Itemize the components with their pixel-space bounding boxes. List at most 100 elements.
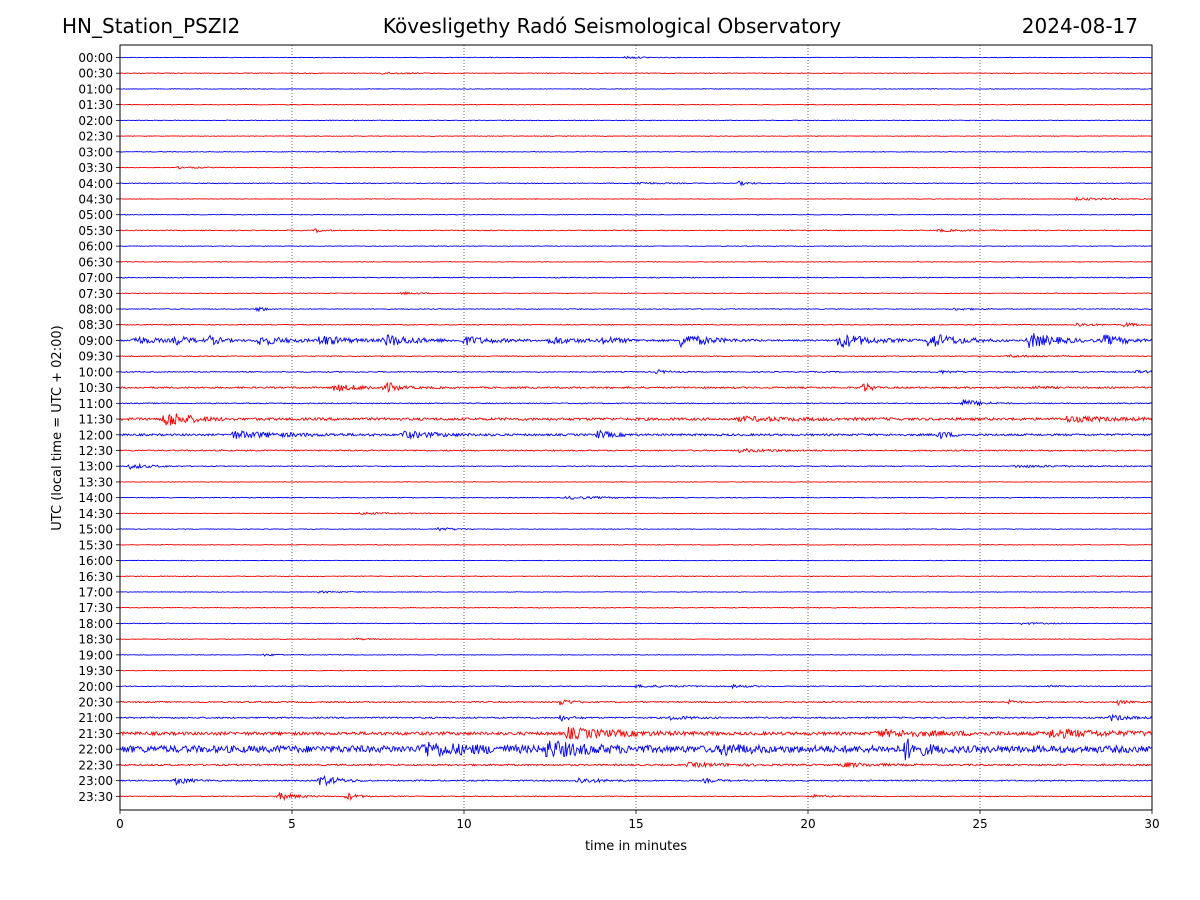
y-tick-label: 10:00 — [78, 365, 113, 379]
trace-line — [119, 462, 1153, 471]
y-tick-label: 23:30 — [78, 790, 113, 804]
trace-line — [119, 55, 1153, 60]
trace-line — [119, 429, 1153, 441]
y-tick-label: 05:30 — [78, 224, 113, 238]
y-tick-label: 23:00 — [78, 774, 113, 788]
trace-line — [119, 792, 1153, 802]
trace-line — [119, 369, 1153, 375]
y-tick-label: 09:00 — [78, 334, 113, 348]
trace-line — [119, 495, 1153, 500]
y-tick-label: 17:00 — [78, 585, 113, 599]
x-axis: 0 5 10 15 20 25 30 — [116, 810, 1160, 831]
trace-line — [119, 698, 1153, 707]
trace-line — [119, 774, 1153, 787]
x-axis-label: time in minutes — [585, 839, 687, 854]
y-tick-label: 06:00 — [78, 240, 113, 254]
y-tick-label: 19:00 — [78, 648, 113, 662]
trace-line — [119, 213, 1153, 216]
y-tick-label: 13:00 — [78, 460, 113, 474]
trace-line — [119, 738, 1153, 761]
trace-line — [119, 575, 1153, 578]
trace-line — [119, 119, 1152, 122]
y-tick-label: 17:30 — [78, 601, 113, 615]
x-tick-label: 30 — [1144, 817, 1159, 831]
y-tick-label: 01:30 — [78, 98, 113, 112]
trace-line — [119, 321, 1153, 328]
y-tick-label: 11:30 — [78, 413, 113, 427]
trace-line — [119, 306, 1153, 313]
trace-line — [119, 333, 1153, 349]
y-tick-label: 04:30 — [78, 192, 113, 206]
y-tick-label: 06:30 — [78, 255, 113, 269]
trace-line — [120, 276, 1153, 279]
y-tick-label: 07:30 — [78, 287, 113, 301]
x-tick-label: 25 — [972, 817, 987, 831]
y-tick-label: 00:30 — [78, 67, 113, 81]
date-title: 2024-08-17 — [1021, 14, 1138, 38]
trace-line — [119, 669, 1153, 672]
y-axis-label: UTC (local time = UTC + 02:00) — [50, 325, 65, 530]
x-tick-label: 5 — [288, 817, 296, 831]
y-tick-label: 20:30 — [78, 696, 113, 710]
trace-line — [119, 261, 1152, 263]
trace-line — [119, 290, 1153, 296]
y-tick-label: 01:00 — [78, 82, 113, 96]
trace-line — [119, 150, 1153, 153]
y-tick-label: 15:30 — [78, 538, 113, 552]
x-tick-label: 10 — [456, 817, 471, 831]
trace-line — [120, 761, 1153, 769]
y-tick-label: 09:30 — [78, 350, 113, 364]
y-tick-label: 08:00 — [78, 303, 113, 317]
trace-line — [119, 511, 1153, 515]
y-tick-label: 16:30 — [78, 570, 113, 584]
trace-group — [119, 55, 1153, 802]
trace-line — [119, 413, 1153, 426]
trace-line — [119, 481, 1153, 483]
y-tick-label: 13:30 — [78, 475, 113, 489]
trace-line — [119, 398, 1153, 407]
x-tick-label: 0 — [116, 817, 124, 831]
trace-line — [119, 195, 1153, 201]
y-tick-label: 14:30 — [78, 507, 113, 521]
y-tick-label: 12:00 — [78, 428, 113, 442]
trace-line — [119, 543, 1152, 546]
trace-line — [119, 653, 1153, 657]
y-tick-label: 03:30 — [78, 161, 113, 175]
trace-line — [119, 559, 1152, 562]
trace-line — [119, 606, 1153, 609]
y-tick-label: 02:30 — [78, 130, 113, 144]
y-tick-label: 18:30 — [78, 633, 113, 647]
trace-line — [119, 103, 1153, 106]
y-tick-label: 11:00 — [78, 397, 113, 411]
trace-line — [119, 71, 1153, 75]
y-tick-label: 02:00 — [78, 114, 113, 128]
y-tick-label: 05:00 — [78, 208, 113, 222]
y-tick-label: 22:00 — [78, 743, 113, 757]
trace-line — [119, 590, 1153, 594]
station-title: HN_Station_PSZI2 — [62, 14, 241, 38]
y-tick-label: 19:30 — [78, 664, 113, 678]
y-tick-label: 20:00 — [78, 680, 113, 694]
trace-line — [119, 228, 1153, 234]
trace-line — [119, 135, 1152, 137]
trace-line — [119, 683, 1153, 690]
trace-line — [120, 622, 1153, 626]
y-tick-label: 04:00 — [78, 177, 113, 191]
y-tick-label: 15:00 — [78, 523, 113, 537]
y-tick-label: 21:00 — [78, 711, 113, 725]
trace-line — [119, 88, 1152, 90]
trace-line — [119, 713, 1153, 723]
observatory-title: Kövesligethy Radó Seismological Observat… — [382, 14, 842, 38]
trace-line — [119, 381, 1152, 393]
trace-line — [119, 447, 1153, 454]
y-tick-label: 21:30 — [78, 727, 113, 741]
y-tick-label: 07:00 — [78, 271, 113, 285]
y-tick-label: 22:30 — [78, 758, 113, 772]
grid-lines — [291, 45, 981, 810]
trace-line — [119, 726, 1153, 741]
y-tick-label: 00:00 — [78, 51, 113, 65]
y-tick-label: 03:00 — [78, 145, 113, 159]
y-tick-label: 18:00 — [78, 617, 113, 631]
